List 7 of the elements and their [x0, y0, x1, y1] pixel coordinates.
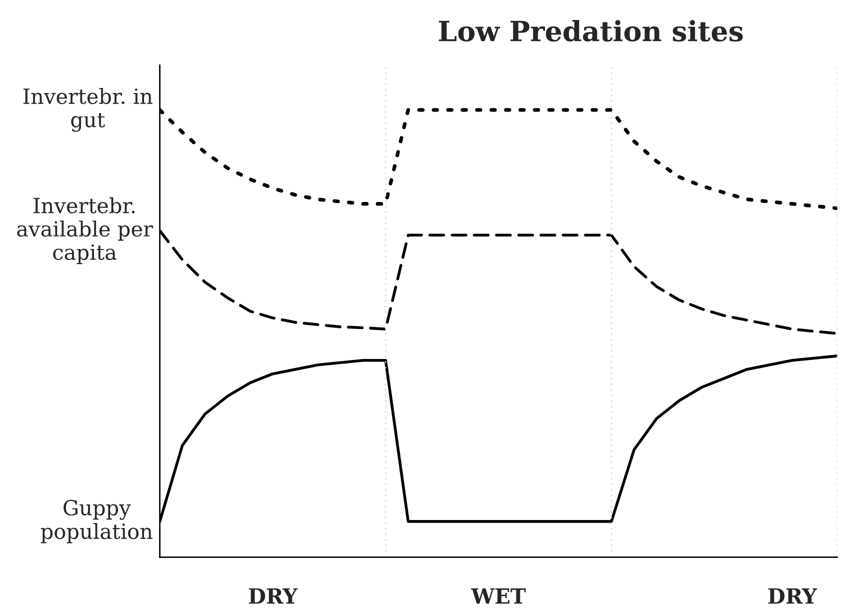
x-tick-label: WET [470, 588, 526, 604]
x-tick-label: DRY [248, 588, 298, 604]
series-label: Invertebr. available per capita [17, 197, 154, 264]
chart-title: Low Predation sites [438, 20, 743, 42]
x-tick-label: DRY [768, 588, 818, 604]
series-label: Invertebr. in gut [23, 88, 152, 132]
series-label: Guppy population [40, 500, 152, 544]
